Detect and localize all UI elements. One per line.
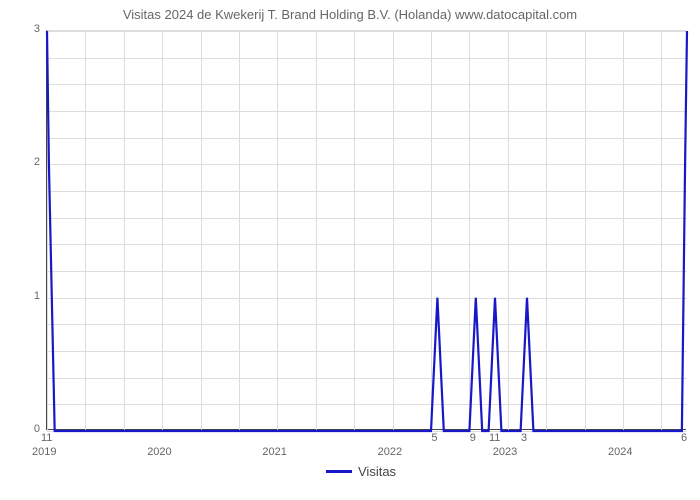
chart-title-text: Visitas 2024 de Kwekerij T. Brand Holdin… xyxy=(123,7,577,22)
legend: Visitas xyxy=(326,464,396,479)
x-major-label: 2020 xyxy=(147,446,171,458)
x-value-label: 3 xyxy=(521,432,527,444)
x-major-label: 2019 xyxy=(32,446,56,458)
chart-title: Visitas 2024 de Kwekerij T. Brand Holdin… xyxy=(0,6,700,24)
x-major-label: 2021 xyxy=(262,446,286,458)
x-value-label: 11 xyxy=(41,432,52,444)
x-value-label: 11 xyxy=(489,432,500,444)
chart-container: { "chart": { "type": "line", "title": "V… xyxy=(0,0,700,500)
x-major-label: 2022 xyxy=(378,446,402,458)
y-tick-label: 1 xyxy=(34,290,40,302)
x-major-label: 2023 xyxy=(493,446,517,458)
y-tick-label: 2 xyxy=(34,156,40,168)
y-tick-label: 0 xyxy=(34,423,40,435)
legend-label: Visitas xyxy=(358,464,396,479)
plot-area xyxy=(46,30,686,430)
y-tick-label: 3 xyxy=(34,23,40,35)
x-value-label: 5 xyxy=(431,432,437,444)
legend-swatch xyxy=(326,470,352,473)
series-line xyxy=(47,31,687,431)
x-value-label: 9 xyxy=(470,432,476,444)
x-major-label: 2024 xyxy=(608,446,632,458)
x-value-label: 6 xyxy=(681,432,687,444)
